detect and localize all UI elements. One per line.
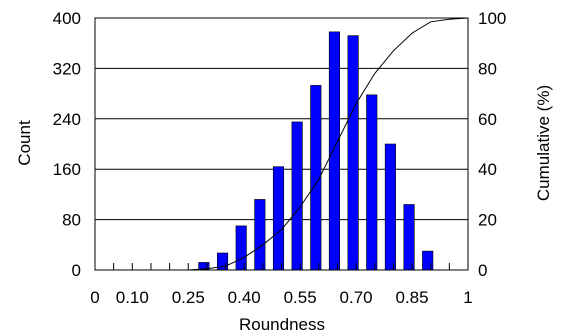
- bar: [235, 225, 247, 271]
- bar-series: [198, 31, 434, 271]
- x-tick-label: 0.85: [396, 288, 429, 307]
- x-tick-label: 0.10: [116, 288, 149, 307]
- x-axis-label: Roundness: [239, 315, 325, 334]
- x-tick-label: 0.40: [228, 288, 261, 307]
- bar: [384, 143, 396, 271]
- bar: [403, 204, 415, 271]
- y2-tick-label: 60: [478, 110, 497, 129]
- x-tick-label: 0.25: [172, 288, 205, 307]
- bar: [422, 250, 434, 271]
- y-tick-label: 320: [53, 59, 81, 78]
- bar: [347, 35, 359, 271]
- y-axis-label: Count: [15, 120, 34, 166]
- y-axis-tick-labels: 0 80 160 240 320 400: [53, 9, 81, 280]
- y-tick-label: 160: [53, 160, 81, 179]
- x-tick-label: 0.70: [340, 288, 373, 307]
- x-tick-label: 1: [463, 288, 472, 307]
- y2-tick-label: 20: [478, 211, 497, 230]
- bar: [291, 121, 303, 271]
- bar: [254, 199, 266, 271]
- y2-axis-label: Cumulative (%): [534, 85, 553, 201]
- x-tick-label: 0.55: [284, 288, 317, 307]
- y2-axis-tick-labels: 0 20 40 60 80 100: [478, 9, 506, 280]
- y2-tick-label: 0: [478, 261, 487, 280]
- x-tick-label: 0: [90, 288, 99, 307]
- y2-tick-label: 100: [478, 9, 506, 28]
- cumulative-line: [188, 17, 469, 271]
- x-axis-ticks: 0 0.10 0.25 0.40 0.55 0.70 0.85 1: [90, 263, 473, 307]
- y-tick-label: 0: [72, 261, 81, 280]
- bar: [366, 94, 378, 271]
- y-tick-label: 400: [53, 9, 81, 28]
- bar: [272, 166, 285, 271]
- y-tick-label: 240: [53, 110, 81, 129]
- y2-tick-label: 40: [478, 160, 497, 179]
- y-tick-label: 80: [62, 211, 81, 230]
- bar: [328, 31, 341, 271]
- y2-tick-label: 80: [478, 59, 497, 78]
